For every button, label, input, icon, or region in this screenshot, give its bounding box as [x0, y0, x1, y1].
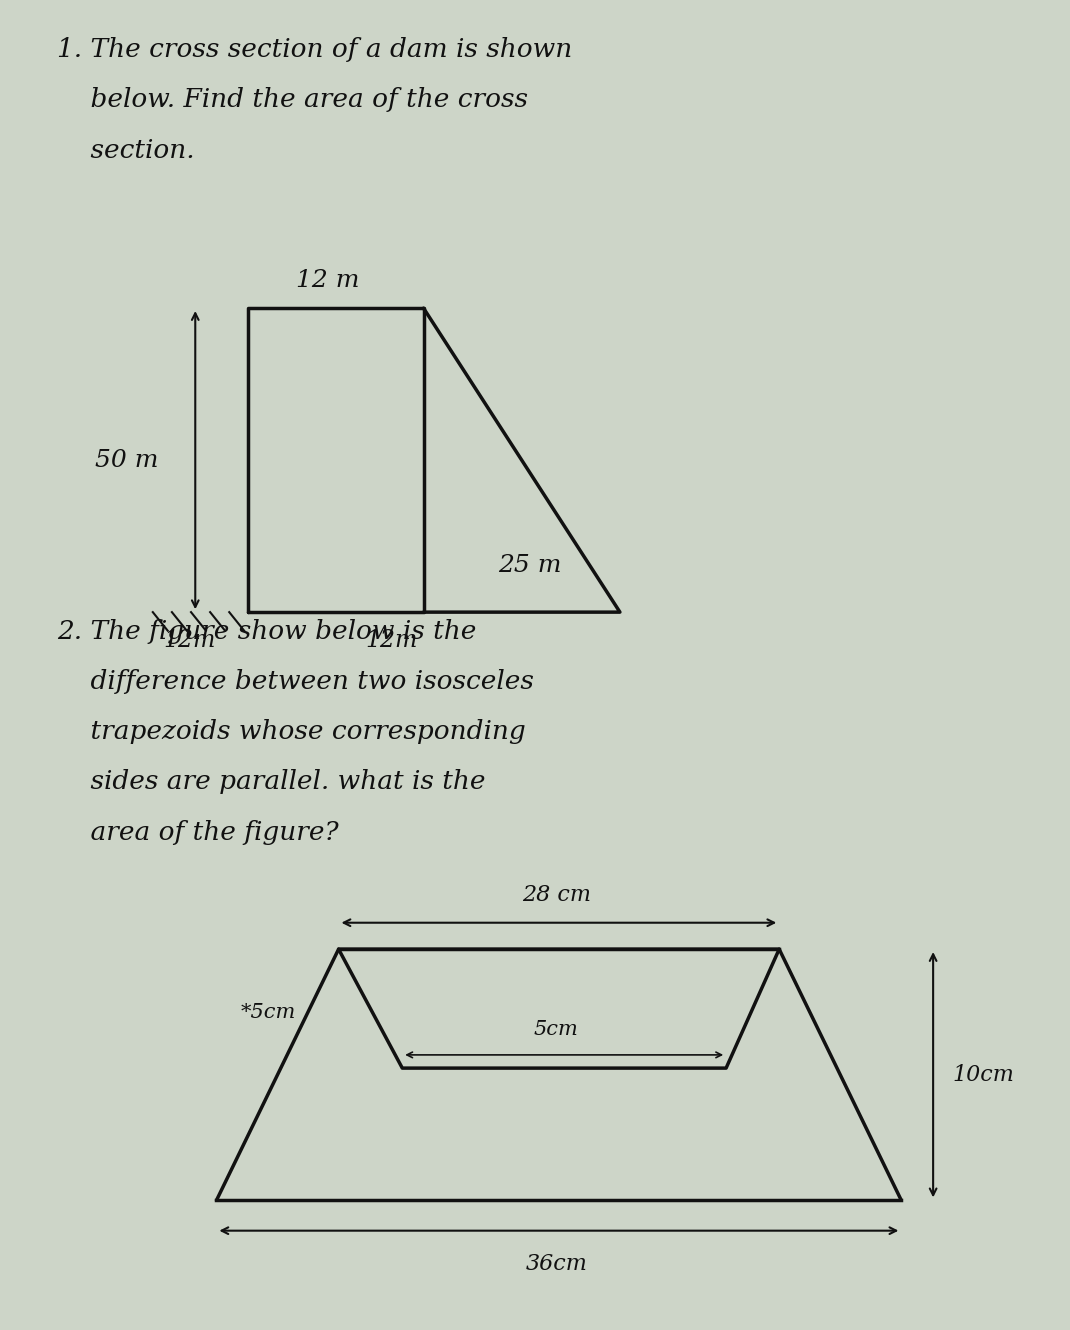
Text: section.: section. — [58, 138, 195, 162]
Text: below. Find the area of the cross: below. Find the area of the cross — [58, 88, 529, 113]
Text: 2. The figure show below is the: 2. The figure show below is the — [58, 618, 476, 644]
Text: 10cm: 10cm — [952, 1064, 1014, 1085]
Text: difference between two isosceles: difference between two isosceles — [58, 669, 534, 694]
Text: trapezoids whose corresponding: trapezoids whose corresponding — [58, 720, 526, 745]
Text: 36cm: 36cm — [525, 1253, 587, 1275]
Text: 25 m: 25 m — [498, 555, 562, 577]
Text: 12m: 12m — [365, 629, 417, 652]
Text: 1. The cross section of a dam is shown: 1. The cross section of a dam is shown — [58, 37, 572, 63]
Text: 28 cm: 28 cm — [522, 883, 591, 906]
Text: 12m: 12m — [164, 629, 216, 652]
Text: area of the figure?: area of the figure? — [58, 819, 339, 845]
Text: sides are parallel. what is the: sides are parallel. what is the — [58, 770, 486, 794]
Text: 12 m: 12 m — [296, 269, 360, 293]
Text: *5cm: *5cm — [241, 1003, 296, 1021]
Text: 50 m: 50 m — [94, 448, 158, 472]
Text: 5cm: 5cm — [534, 1020, 579, 1039]
